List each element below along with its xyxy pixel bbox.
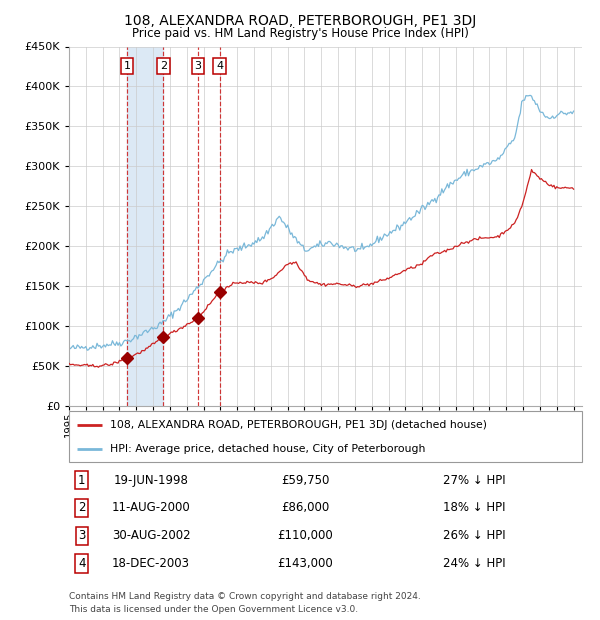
- Bar: [127, 46, 163, 406]
- Text: 18% ↓ HPI: 18% ↓ HPI: [443, 502, 506, 515]
- Text: £110,000: £110,000: [277, 529, 333, 542]
- Text: 11-AUG-2000: 11-AUG-2000: [112, 502, 190, 515]
- Text: 26% ↓ HPI: 26% ↓ HPI: [443, 529, 506, 542]
- Text: 1: 1: [78, 474, 86, 487]
- Text: 4: 4: [78, 557, 86, 570]
- Text: 27% ↓ HPI: 27% ↓ HPI: [443, 474, 506, 487]
- FancyBboxPatch shape: [69, 411, 582, 462]
- Text: 3: 3: [78, 529, 86, 542]
- Text: Price paid vs. HM Land Registry's House Price Index (HPI): Price paid vs. HM Land Registry's House …: [131, 27, 469, 40]
- Text: 24% ↓ HPI: 24% ↓ HPI: [443, 557, 506, 570]
- Text: 30-AUG-2002: 30-AUG-2002: [112, 529, 190, 542]
- Text: 1: 1: [124, 61, 131, 71]
- Text: Contains HM Land Registry data © Crown copyright and database right 2024.: Contains HM Land Registry data © Crown c…: [69, 592, 421, 601]
- Text: HPI: Average price, detached house, City of Peterborough: HPI: Average price, detached house, City…: [110, 444, 425, 454]
- Text: £143,000: £143,000: [277, 557, 333, 570]
- Text: 19-JUN-1998: 19-JUN-1998: [113, 474, 188, 487]
- Text: This data is licensed under the Open Government Licence v3.0.: This data is licensed under the Open Gov…: [69, 604, 358, 614]
- Text: 2: 2: [160, 61, 167, 71]
- Text: £59,750: £59,750: [281, 474, 329, 487]
- Text: 108, ALEXANDRA ROAD, PETERBOROUGH, PE1 3DJ (detached house): 108, ALEXANDRA ROAD, PETERBOROUGH, PE1 3…: [110, 420, 487, 430]
- Text: 3: 3: [194, 61, 202, 71]
- Text: 2: 2: [78, 502, 86, 515]
- Text: 4: 4: [216, 61, 223, 71]
- Text: £86,000: £86,000: [281, 502, 329, 515]
- Text: 18-DEC-2003: 18-DEC-2003: [112, 557, 190, 570]
- Text: 108, ALEXANDRA ROAD, PETERBOROUGH, PE1 3DJ: 108, ALEXANDRA ROAD, PETERBOROUGH, PE1 3…: [124, 14, 476, 28]
